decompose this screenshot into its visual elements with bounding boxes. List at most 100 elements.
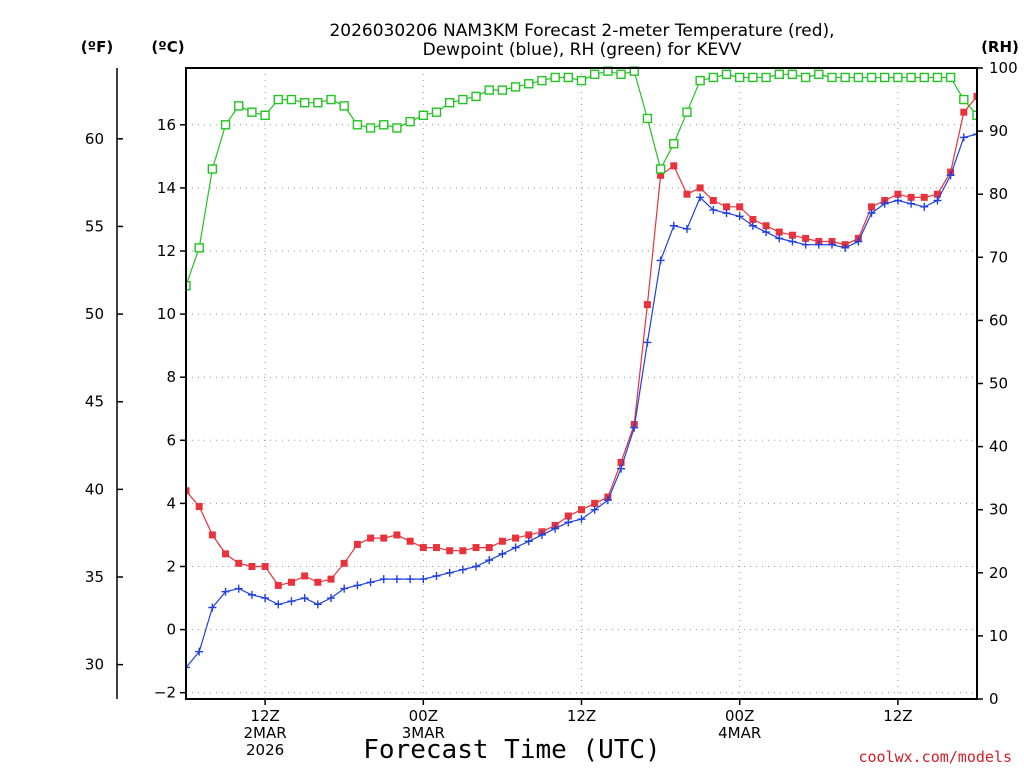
temperature-point <box>222 550 230 558</box>
celsius-tick-label: 0 <box>166 621 176 639</box>
temperature-point <box>775 228 783 236</box>
rh-point <box>286 94 297 105</box>
celsius-unit-label: (ºC) <box>151 38 184 56</box>
dewpoint-point <box>313 600 322 609</box>
temperature-point <box>578 506 585 514</box>
fahrenheit-tick-label: 30 <box>85 656 104 674</box>
rh-point <box>220 120 231 130</box>
dewpoint-point <box>722 209 731 218</box>
rh-point <box>906 72 916 83</box>
temperature-point <box>617 458 625 466</box>
chart-title-line1: 2026030206 NAM3KM Forecast 2-meter Tempe… <box>329 21 834 41</box>
temperature-point <box>802 234 810 242</box>
rh-tick-label: 0 <box>989 690 999 708</box>
plot-frame <box>185 67 978 700</box>
rh-point <box>207 164 218 174</box>
rh-point <box>299 98 310 108</box>
celsius-tick-label: 12 <box>157 242 176 260</box>
temperature-point <box>933 190 941 198</box>
dewpoint-point <box>221 587 230 596</box>
rh-point <box>273 94 283 105</box>
dewpoint-point <box>973 130 977 139</box>
dewpoint-point <box>867 209 876 218</box>
rh-tick-label: 20 <box>989 564 1008 582</box>
dewpoint-point <box>590 505 599 514</box>
temperature-point <box>419 544 427 552</box>
rh-point <box>669 139 679 149</box>
rh-tick-label: 90 <box>989 122 1008 140</box>
dewpoint-point <box>696 193 705 202</box>
dewpoint-point <box>195 647 204 656</box>
dewpoint-point <box>762 228 771 237</box>
dewpoint-point <box>551 524 560 533</box>
rh-point <box>655 164 666 174</box>
x-tick-label: 00Z <box>409 707 438 725</box>
fahrenheit-tick-label: 60 <box>85 130 104 148</box>
dewpoint-point <box>709 205 718 214</box>
rh-point <box>589 69 600 80</box>
dewpoint-point <box>300 594 309 603</box>
rh-tick-label: 40 <box>989 438 1008 456</box>
temperature-point <box>208 531 216 539</box>
temperature-point <box>960 108 968 116</box>
dewpoint-point <box>485 556 494 565</box>
rh-point <box>880 72 890 83</box>
dewpoint-point <box>458 565 467 574</box>
rh-tick-label: 100 <box>989 59 1018 77</box>
rh-point <box>682 107 692 117</box>
rh-tick-label: 30 <box>989 501 1008 519</box>
x-tick-label: 12Z <box>250 707 279 725</box>
rh-point <box>537 75 547 86</box>
dewpoint-point <box>907 199 916 208</box>
temperature-point <box>643 301 651 309</box>
rh-point <box>524 79 534 89</box>
rh-point <box>642 113 653 124</box>
dewpoint-point <box>419 575 428 584</box>
dewpoint-point <box>445 568 454 577</box>
temperature-point <box>670 162 678 170</box>
rh-point <box>814 69 824 80</box>
fahrenheit-tick-label: 55 <box>85 217 104 235</box>
dewpoint-point <box>261 594 270 603</box>
rh-point <box>853 72 864 83</box>
celsius-tick-label: 8 <box>166 368 176 386</box>
x-tick-label: 2026 <box>246 741 284 759</box>
rh-point <box>458 94 468 105</box>
rh-point <box>405 116 415 127</box>
temperature-point <box>525 531 533 539</box>
rh-point <box>186 280 191 291</box>
dewpoint-point <box>379 575 388 584</box>
dewpoint-point <box>959 133 968 142</box>
x-axis-title: Forecast Time (UTC) <box>363 735 660 765</box>
temperature-point <box>432 544 440 552</box>
rh-point <box>497 85 508 95</box>
rh-tick-label: 10 <box>989 627 1008 645</box>
dewpoint-point <box>682 224 691 233</box>
rh-tick-label: 70 <box>989 248 1008 266</box>
temperature-point <box>195 503 203 511</box>
rh-point <box>563 72 574 83</box>
rh-point <box>945 72 956 83</box>
temperature-point <box>301 572 309 580</box>
rh-point <box>234 101 244 111</box>
fahrenheit-tick-label: 50 <box>85 305 104 323</box>
rh-point <box>919 72 929 83</box>
temperature-point <box>186 487 190 495</box>
celsius-tick-label: −2 <box>154 684 176 702</box>
temperature-point <box>709 197 717 205</box>
x-tick-label: 3MAR <box>402 724 445 742</box>
temperature-point <box>472 544 480 552</box>
dewpoint-point <box>841 243 850 252</box>
x-tick-label: 4MAR <box>718 724 761 742</box>
dewpoint-point <box>643 338 652 347</box>
temperature-point <box>907 193 915 201</box>
dewpoint-point <box>274 600 283 609</box>
dewpoint-point <box>511 543 520 552</box>
rh-point <box>761 72 771 83</box>
series-rh <box>186 66 977 291</box>
dewpoint-point <box>748 221 757 230</box>
rh-point <box>260 110 270 121</box>
rh-point <box>444 98 455 108</box>
rh-tick-label: 60 <box>989 311 1008 329</box>
